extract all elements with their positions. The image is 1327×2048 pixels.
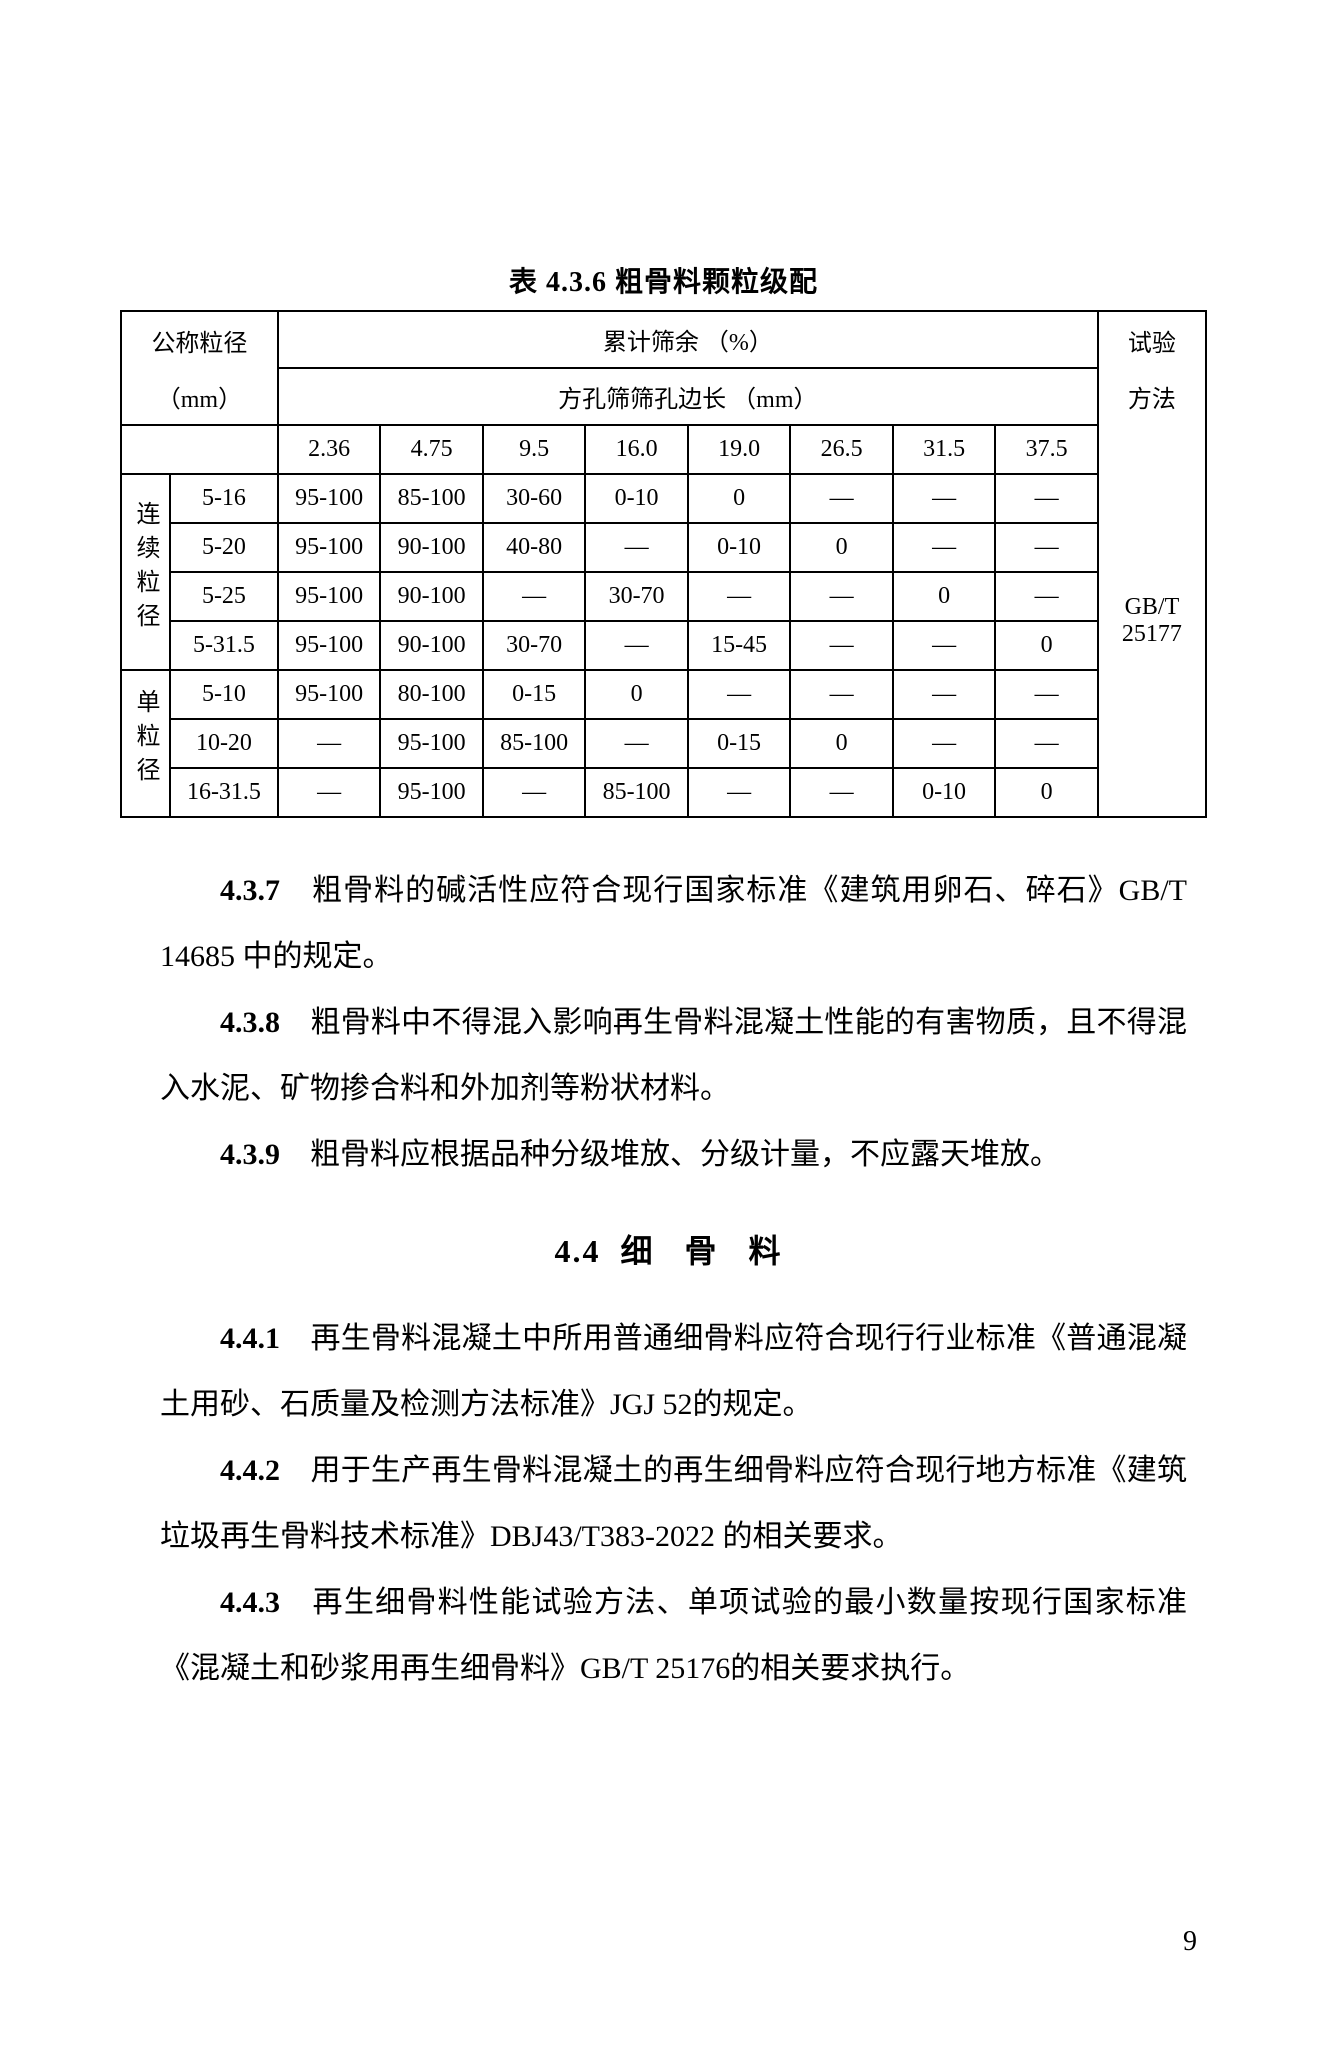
data-cell: — bbox=[893, 719, 996, 768]
data-cell: 15-45 bbox=[688, 621, 791, 670]
col-header-method-l1: 试验 bbox=[1098, 311, 1206, 368]
data-cell: 0 bbox=[585, 670, 688, 719]
data-cell: 85-100 bbox=[585, 768, 688, 817]
size-cell: 16-31.5 bbox=[170, 768, 278, 817]
data-cell: — bbox=[483, 572, 585, 621]
grading-table: 公称粒径 累计筛余 （%） 试验 （mm） 方孔筛筛孔边长 （mm） 方法 2.… bbox=[120, 310, 1207, 818]
data-cell: — bbox=[278, 719, 381, 768]
data-cell: 95-100 bbox=[380, 768, 483, 817]
data-cell: — bbox=[278, 768, 381, 817]
data-cell: — bbox=[483, 768, 585, 817]
data-cell: 0-15 bbox=[483, 670, 585, 719]
col-header-method-l2: 方法 bbox=[1098, 368, 1206, 425]
size-cell: 5-25 bbox=[170, 572, 278, 621]
sieve-size: 4.75 bbox=[380, 425, 483, 474]
data-cell: — bbox=[893, 621, 996, 670]
data-cell: 0-10 bbox=[893, 768, 996, 817]
method-cell: GB/T 25177 bbox=[1098, 425, 1206, 817]
sieve-size: 9.5 bbox=[483, 425, 585, 474]
data-cell: 0 bbox=[688, 474, 791, 523]
data-cell: — bbox=[688, 670, 791, 719]
data-cell: — bbox=[688, 768, 791, 817]
data-cell: 0-10 bbox=[585, 474, 688, 523]
data-cell: — bbox=[790, 768, 893, 817]
data-cell: 0 bbox=[995, 768, 1098, 817]
data-cell: 95-100 bbox=[278, 621, 381, 670]
data-cell: — bbox=[688, 572, 791, 621]
data-cell: 0-15 bbox=[688, 719, 791, 768]
data-cell: 95-100 bbox=[278, 670, 381, 719]
col-header-sieve-l1: 累计筛余 （%） bbox=[278, 311, 1098, 368]
size-cell: 5-10 bbox=[170, 670, 278, 719]
sieve-size: 26.5 bbox=[790, 425, 893, 474]
size-cell: 5-20 bbox=[170, 523, 278, 572]
data-cell: — bbox=[995, 474, 1098, 523]
page-number: 9 bbox=[1183, 1926, 1197, 1958]
sieve-size: 37.5 bbox=[995, 425, 1098, 474]
para-437: 4.3.7 粗骨料的碱活性应符合现行国家标准《建筑用卵石、碎石》GB/T 146… bbox=[160, 858, 1187, 990]
para-438: 4.3.8 粗骨料中不得混入影响再生骨料混凝土性能的有害物质，且不得混入水泥、矿… bbox=[160, 990, 1187, 1122]
data-cell: — bbox=[585, 523, 688, 572]
para-439: 4.3.9 粗骨料应根据品种分级堆放、分级计量，不应露天堆放。 bbox=[160, 1122, 1187, 1188]
data-cell: 40-80 bbox=[483, 523, 585, 572]
section-title-44: 4.4 细 骨 料 bbox=[160, 1226, 1187, 1272]
data-cell: 0 bbox=[893, 572, 996, 621]
data-cell: — bbox=[893, 670, 996, 719]
size-cell: 5-16 bbox=[170, 474, 278, 523]
data-cell: — bbox=[893, 474, 996, 523]
sieve-size: 31.5 bbox=[893, 425, 996, 474]
data-cell: 0-10 bbox=[688, 523, 791, 572]
data-cell: 30-60 bbox=[483, 474, 585, 523]
col-header-size-l2: （mm） bbox=[121, 368, 278, 425]
sieve-size: 19.0 bbox=[688, 425, 791, 474]
data-cell: 30-70 bbox=[483, 621, 585, 670]
group-single: 单粒径 bbox=[121, 670, 170, 817]
data-cell: 90-100 bbox=[380, 621, 483, 670]
size-cell: 10-20 bbox=[170, 719, 278, 768]
col-header-sieve-l2: 方孔筛筛孔边长 （mm） bbox=[278, 368, 1098, 425]
body-text: 4.3.7 粗骨料的碱活性应符合现行国家标准《建筑用卵石、碎石》GB/T 146… bbox=[160, 858, 1187, 1702]
para-443: 4.4.3 再生细骨料性能试验方法、单项试验的最小数量按现行国家标准《混凝土和砂… bbox=[160, 1570, 1187, 1702]
data-cell: — bbox=[790, 670, 893, 719]
data-cell: 90-100 bbox=[380, 523, 483, 572]
sieve-row-spacer bbox=[121, 425, 278, 474]
data-cell: 95-100 bbox=[278, 572, 381, 621]
data-cell: — bbox=[995, 523, 1098, 572]
data-cell: — bbox=[995, 572, 1098, 621]
sieve-size: 2.36 bbox=[278, 425, 381, 474]
data-cell: 85-100 bbox=[483, 719, 585, 768]
table-caption: 表 4.3.6 粗骨料颗粒级配 bbox=[120, 260, 1207, 300]
data-cell: 95-100 bbox=[278, 523, 381, 572]
data-cell: 0 bbox=[995, 621, 1098, 670]
data-cell: — bbox=[790, 572, 893, 621]
data-cell: 0 bbox=[790, 523, 893, 572]
data-cell: 95-100 bbox=[278, 474, 381, 523]
para-442: 4.4.2 用于生产再生骨料混凝土的再生细骨料应符合现行地方标准《建筑垃圾再生骨… bbox=[160, 1438, 1187, 1570]
data-cell: 85-100 bbox=[380, 474, 483, 523]
data-cell: — bbox=[995, 719, 1098, 768]
size-cell: 5-31.5 bbox=[170, 621, 278, 670]
data-cell: 30-70 bbox=[585, 572, 688, 621]
data-cell: — bbox=[995, 670, 1098, 719]
data-cell: — bbox=[585, 621, 688, 670]
col-header-size-l1: 公称粒径 bbox=[121, 311, 278, 368]
data-cell: 90-100 bbox=[380, 572, 483, 621]
data-cell: 95-100 bbox=[380, 719, 483, 768]
para-441: 4.4.1 再生骨料混凝土中所用普通细骨料应符合现行行业标准《普通混凝土用砂、石… bbox=[160, 1306, 1187, 1438]
data-cell: — bbox=[585, 719, 688, 768]
data-cell: — bbox=[790, 621, 893, 670]
sieve-size: 16.0 bbox=[585, 425, 688, 474]
group-continuous: 连续粒径 bbox=[121, 474, 170, 670]
data-cell: — bbox=[790, 474, 893, 523]
data-cell: — bbox=[893, 523, 996, 572]
data-cell: 80-100 bbox=[380, 670, 483, 719]
data-cell: 0 bbox=[790, 719, 893, 768]
